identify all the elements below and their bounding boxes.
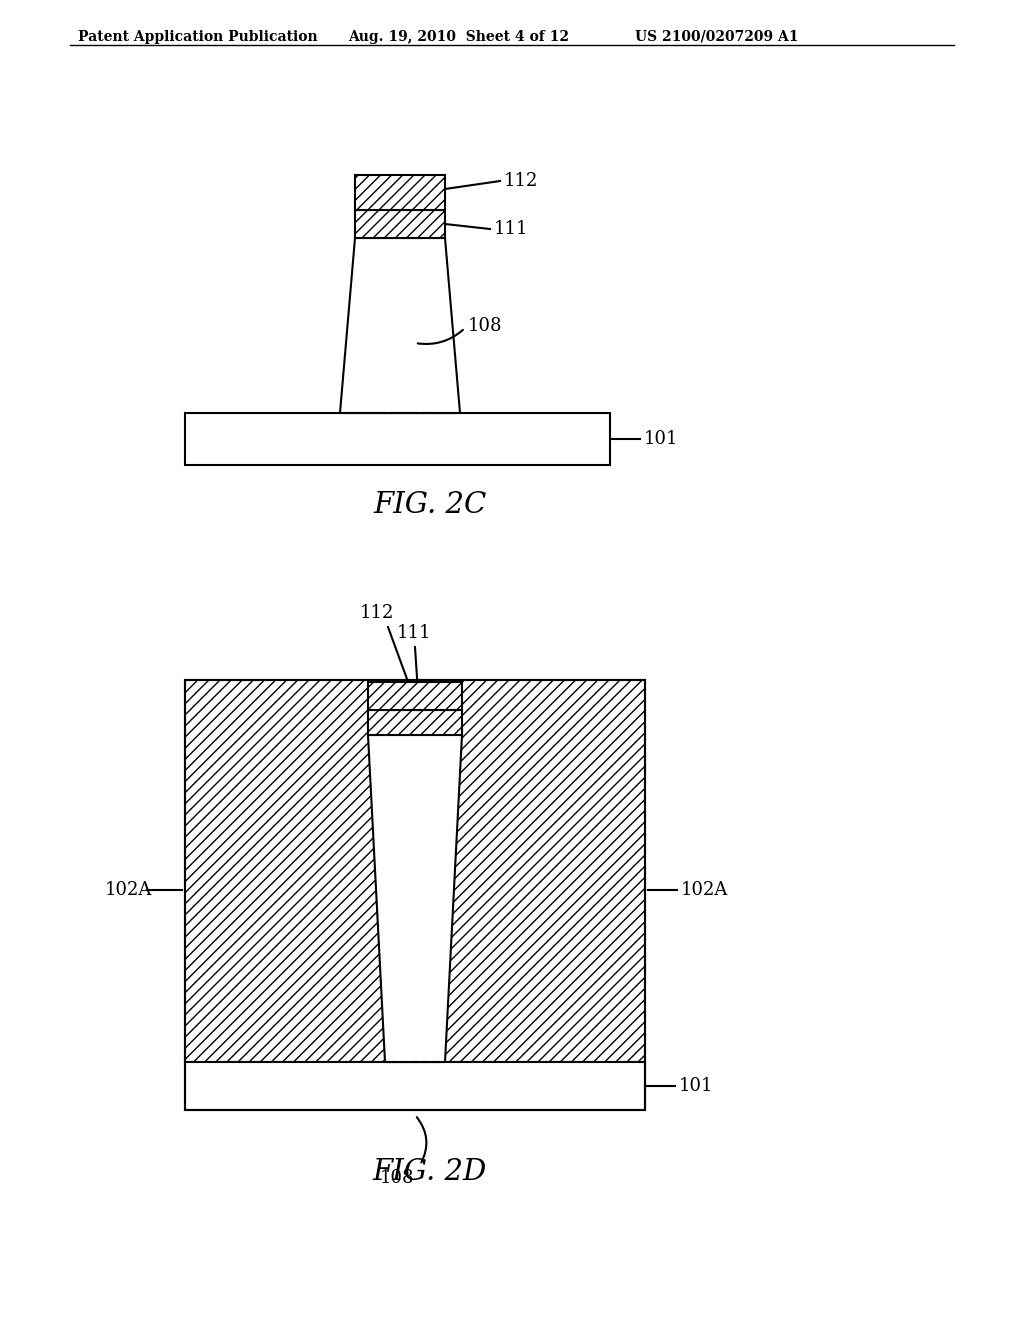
Bar [355, 176, 445, 210]
Bar [185, 413, 610, 465]
Text: 112: 112 [504, 172, 539, 190]
Text: 108: 108 [468, 317, 503, 335]
Bar [185, 1063, 645, 1110]
Text: 108: 108 [380, 1170, 415, 1187]
Bar [185, 680, 645, 1110]
Text: 101: 101 [644, 430, 679, 447]
Bar [368, 682, 462, 710]
Bar [368, 710, 462, 735]
Text: FIG. 2C: FIG. 2C [374, 491, 486, 519]
Text: Aug. 19, 2010  Sheet 4 of 12: Aug. 19, 2010 Sheet 4 of 12 [348, 30, 569, 44]
Text: Patent Application Publication: Patent Application Publication [78, 30, 317, 44]
Text: 112: 112 [360, 605, 394, 622]
Text: US 2100/0207209 A1: US 2100/0207209 A1 [635, 30, 799, 44]
Polygon shape [368, 735, 462, 1063]
Text: FIG. 2D: FIG. 2D [373, 1158, 487, 1185]
Text: 101: 101 [679, 1077, 714, 1096]
Polygon shape [340, 238, 460, 413]
Text: 102A: 102A [105, 882, 153, 899]
Bar [185, 680, 645, 1063]
Bar [355, 210, 445, 238]
Text: 111: 111 [494, 220, 528, 238]
Text: 111: 111 [397, 624, 431, 642]
Text: 102A: 102A [681, 882, 728, 899]
